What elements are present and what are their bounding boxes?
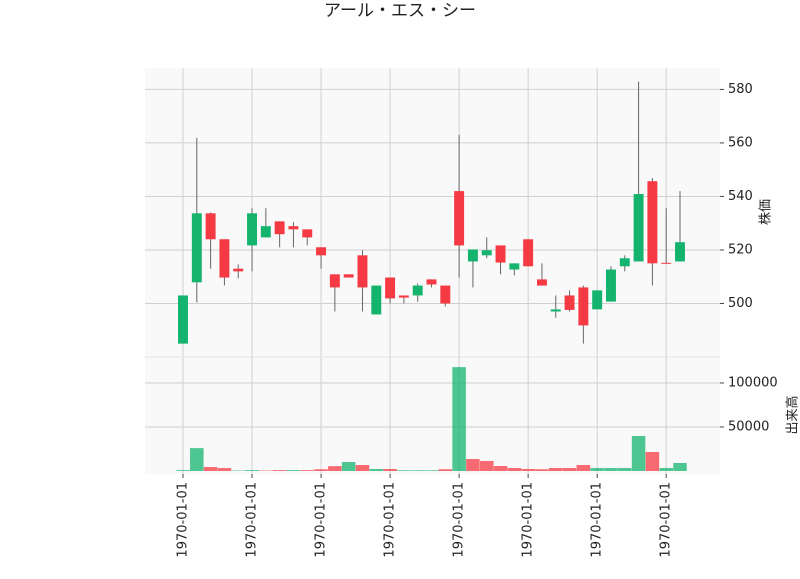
y-tick-label: 580 <box>728 82 753 97</box>
volume-bar <box>273 470 287 471</box>
candle-body <box>233 269 243 272</box>
candle-body <box>482 250 492 255</box>
volume-bar <box>535 469 549 471</box>
volume-bar <box>508 468 522 471</box>
candle-body <box>330 274 340 287</box>
candle-body <box>496 245 506 262</box>
volume-bar <box>314 469 328 471</box>
volume-bar <box>245 470 259 471</box>
volume-bar <box>466 459 480 471</box>
y-tick-label: 500 <box>728 296 753 311</box>
volume-bar <box>204 467 218 471</box>
candle-body <box>206 213 216 239</box>
volume-bar <box>342 462 356 471</box>
candle-body <box>399 295 409 297</box>
volume-bar <box>328 466 342 471</box>
volume-bar <box>397 470 411 471</box>
volume-bar <box>439 469 453 471</box>
candle-body <box>247 213 257 245</box>
y2-tick-label: 50000 <box>728 419 769 434</box>
volume-bar <box>521 469 535 471</box>
volume-bar <box>190 448 204 471</box>
volume-bar <box>452 367 466 471</box>
y2-tick-label: 100000 <box>728 375 778 390</box>
volume-bar <box>300 470 314 471</box>
volume-bar <box>659 468 673 471</box>
volume-bar <box>494 466 508 471</box>
x-tick-label: 1970-01-01 <box>245 482 260 558</box>
volume-bar <box>604 468 618 471</box>
x-tick-label: 1970-01-01 <box>521 482 536 558</box>
candle-body <box>316 247 326 255</box>
volume-bar <box>646 452 660 471</box>
y-tick-label: 540 <box>728 189 753 204</box>
y-tick-label: 560 <box>728 135 753 150</box>
volume-bar <box>577 465 591 471</box>
y-axis-label: 株価 <box>759 199 774 225</box>
candle-body <box>565 295 575 309</box>
candle-body <box>358 255 368 287</box>
volume-bar <box>218 468 232 471</box>
candle-body <box>413 286 423 296</box>
volume-bar <box>425 470 439 471</box>
x-tick-label: 1970-01-01 <box>590 482 605 558</box>
x-tick-label: 1970-01-01 <box>176 482 191 558</box>
candle-body <box>261 226 271 237</box>
candle-body <box>537 279 547 285</box>
volume-bar <box>618 468 632 471</box>
volume-bar <box>563 468 577 471</box>
volume-bar <box>287 470 301 471</box>
candle-body <box>620 258 630 266</box>
candle-body <box>440 286 450 304</box>
candle-body <box>509 263 519 269</box>
volume-bar <box>480 461 494 471</box>
candle-body <box>634 194 644 261</box>
candle-body <box>592 290 602 309</box>
candle-body <box>275 221 285 234</box>
y-tick-label: 520 <box>728 242 753 257</box>
candle-body <box>302 229 312 237</box>
candle-body <box>551 309 561 311</box>
candle-body <box>454 191 464 245</box>
volume-bar <box>356 465 370 471</box>
chart-title: アール・エス・シー <box>324 1 476 21</box>
volume-bar <box>549 468 563 471</box>
volume-bar <box>590 468 604 471</box>
y2-axis-label: 出来高 <box>785 395 800 434</box>
candle-body <box>385 278 395 299</box>
volume-bar <box>370 469 384 471</box>
candle-body <box>523 239 533 266</box>
candle-body <box>192 213 202 282</box>
candle-body <box>178 295 188 343</box>
candle-body <box>661 263 671 264</box>
candle-body <box>468 249 478 261</box>
candle-body <box>427 279 437 284</box>
volume-bar <box>383 469 397 471</box>
candle-body <box>371 286 381 315</box>
x-tick-label: 1970-01-01 <box>452 482 467 558</box>
candle-body <box>675 242 685 261</box>
candle-body <box>288 226 298 229</box>
x-tick-label: 1970-01-01 <box>659 482 674 558</box>
x-tick-label: 1970-01-01 <box>383 482 398 558</box>
candle-body <box>219 239 229 277</box>
volume-bar <box>411 470 425 471</box>
x-tick-label: 1970-01-01 <box>314 482 329 558</box>
candle-body <box>606 269 616 301</box>
volume-bar <box>176 470 190 471</box>
volume-bar <box>632 436 646 471</box>
candle-body <box>578 287 588 325</box>
candle-body <box>344 274 354 277</box>
candle-body <box>647 181 657 263</box>
volume-bar <box>673 463 687 471</box>
